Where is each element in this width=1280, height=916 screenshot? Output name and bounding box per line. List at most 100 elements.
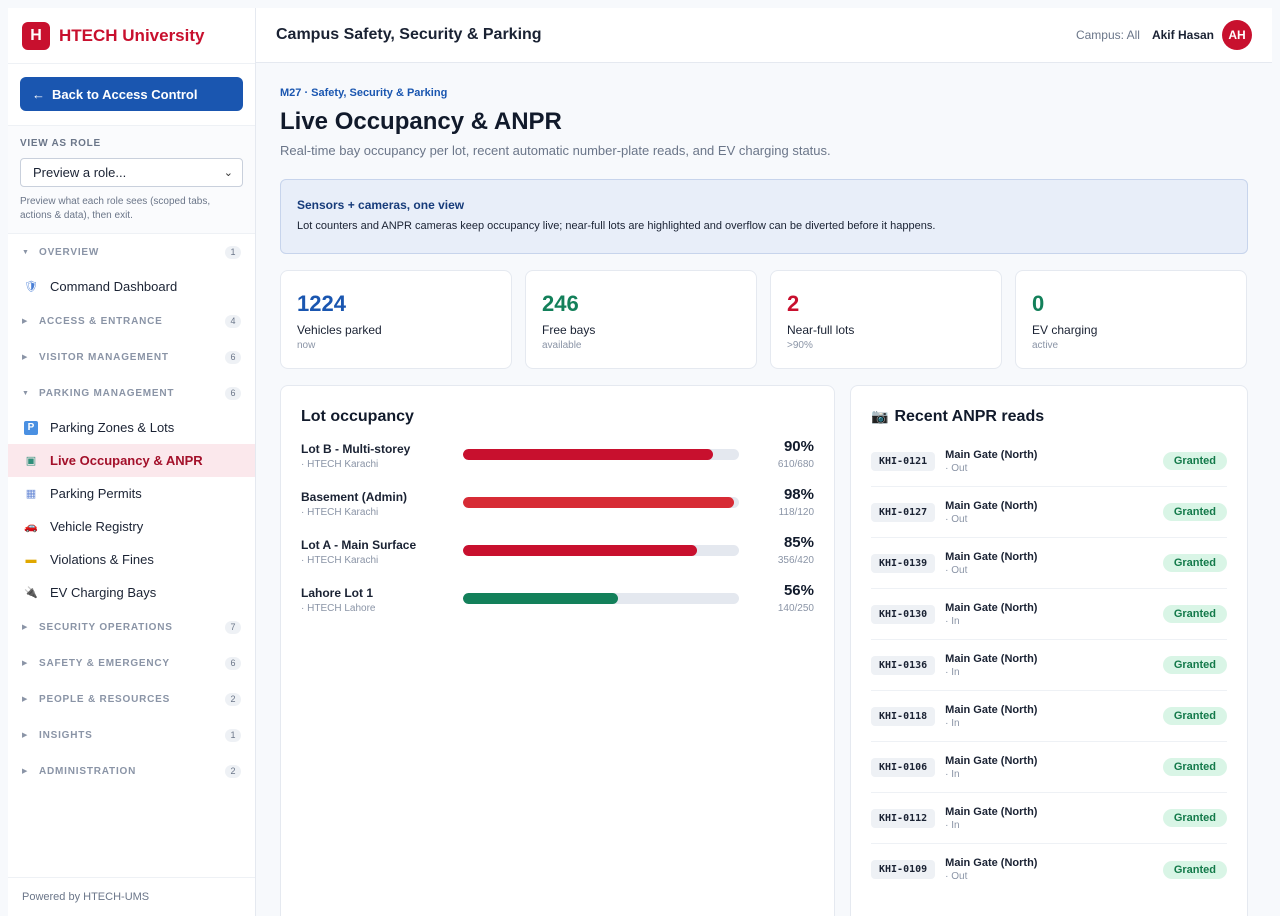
shield-icon: 🛡 <box>24 281 38 293</box>
campus-filter[interactable]: Campus: All <box>1075 28 1140 42</box>
breadcrumb: M27 · Safety, Security & Parking <box>280 87 448 99</box>
sidebar-footer: Powered by HTECH-UMS <box>8 877 255 916</box>
back-to-access-control-button[interactable]: ← Back to Access Control <box>20 77 243 111</box>
nav-section-people-resources[interactable]: ▶ PEOPLE & RESOURCES 2 <box>8 681 255 717</box>
stat-label: Near-full lots <box>787 323 855 337</box>
occupancy-bar <box>463 449 739 460</box>
stat-sub: >90% <box>787 340 813 351</box>
camera-icon: 📷 <box>871 408 889 424</box>
anpr-read-row[interactable]: KHI-0136 Main Gate (North) · In Granted <box>871 640 1227 691</box>
stat-sub: now <box>297 340 316 351</box>
anpr-panel: 📷 Recent ANPR reads KHI-0121 Main Gate (No… <box>850 385 1248 916</box>
lot-location: · HTECH Lahore <box>301 603 376 614</box>
anpr-direction: · In <box>945 768 960 780</box>
sidebar-item-command-dashboard[interactable]: 🛡 Command Dashboard <box>8 270 255 303</box>
sidebar-item-vehicle-registry[interactable]: 🚗 Vehicle Registry <box>8 510 255 543</box>
anpr-location: Main Gate (North) <box>945 805 1038 818</box>
plate-number: KHI-0118 <box>871 706 936 726</box>
anpr-direction: · In <box>945 666 960 678</box>
plate-number: KHI-0121 <box>871 451 936 471</box>
sidebar-nav: ▼ OVERVIEW 1 🛡 Command Dashboard ▶ ACCESS & EN… <box>8 234 255 789</box>
anpr-read-row[interactable]: KHI-0130 Main Gate (North) · In Granted <box>871 589 1227 640</box>
nav-section-security-operations[interactable]: ▶ SECURITY OPERATIONS 7 <box>8 609 255 645</box>
role-select[interactable]: Preview a role... ⌄ <box>20 158 243 187</box>
page-title: Live Occupancy & ANPR <box>280 108 562 135</box>
sidebar-item-violations-fines[interactable]: ▬ Violations & Fines <box>8 543 255 576</box>
avatar[interactable]: AH <box>1222 20 1252 50</box>
lot-count: 610/680 <box>777 459 814 470</box>
lot-percent: 90% <box>783 438 814 455</box>
lot-occupancy-panel: Lot occupancy Lot B - Multi-storey · HTEC… <box>280 385 835 916</box>
user-name[interactable]: Akif Hasan <box>1151 28 1214 42</box>
brand[interactable]: H HTECH University <box>8 8 255 64</box>
stat-label: Vehicles parked <box>297 323 382 337</box>
stat-sub: active <box>1032 340 1059 351</box>
sidebar-item-ev-charging-bays[interactable]: 🔌 EV Charging Bays <box>8 576 255 609</box>
nav-section-label: SAFETY & EMERGENCY <box>39 657 170 669</box>
sidebar-item-parking-permits[interactable]: ▦ Parking Permits <box>8 477 255 510</box>
nav-section-count: 4 <box>225 314 241 328</box>
caret-right-icon: ▶ <box>22 318 28 325</box>
status-badge: Granted <box>1162 707 1227 725</box>
nav-section-safety-emergency[interactable]: ▶ SAFETY & EMERGENCY 6 <box>8 645 255 681</box>
brand-logo-icon: H <box>22 21 50 50</box>
lot-row[interactable]: Lot A - Main Surface · HTECH Karachi 85% 35… <box>301 534 814 586</box>
status-badge: Granted <box>1162 554 1227 572</box>
banner-text: Lot counters and ANPR cameras keep occup… <box>297 220 936 232</box>
nav-section-access-entrance[interactable]: ▶ ACCESS & ENTRANCE 4 <box>8 303 255 339</box>
lot-occupancy-title: Lot occupancy <box>301 408 414 425</box>
nav-section-count: 1 <box>225 728 241 742</box>
occupancy-bar <box>463 497 739 508</box>
top-header: Campus Safety, Security & Parking Campus… <box>256 8 1272 63</box>
stat-card: 0 EV charging active <box>1015 270 1247 369</box>
parking-icon: P <box>24 420 38 435</box>
anpr-read-info: Main Gate (North) · In <box>945 602 1163 627</box>
nav-section-label: VISITOR MANAGEMENT <box>39 351 169 363</box>
status-badge: Granted <box>1162 758 1227 776</box>
anpr-read-row[interactable]: KHI-0106 Main Gate (North) · In Granted <box>871 742 1227 793</box>
nav-section-count: 1 <box>225 245 241 259</box>
live-map-icon: ▣ <box>25 455 37 467</box>
lot-percent: 56% <box>783 582 814 599</box>
nav-section-visitor-management[interactable]: ▶ VISITOR MANAGEMENT 6 <box>8 339 255 375</box>
anpr-read-info: Main Gate (North) · Out <box>945 500 1163 525</box>
plate-number: KHI-0130 <box>871 604 936 624</box>
sidebar-item-label: Live Occupancy & ANPR <box>50 453 203 468</box>
anpr-read-row[interactable]: KHI-0112 Main Gate (North) · In Granted <box>871 793 1227 844</box>
anpr-read-row[interactable]: KHI-0139 Main Gate (North) · Out Granted <box>871 538 1227 589</box>
anpr-list: KHI-0121 Main Gate (North) · Out Granted KHI… <box>871 436 1227 895</box>
stat-value: 246 <box>542 291 579 316</box>
nav-section-label: PEOPLE & RESOURCES <box>39 693 171 705</box>
sidebar-item-parking-zones-lots[interactable]: P Parking Zones & Lots <box>8 411 255 444</box>
anpr-read-row[interactable]: KHI-0121 Main Gate (North) · Out Granted <box>871 436 1227 487</box>
lot-row[interactable]: Lot B - Multi-storey · HTECH Karachi 90% 61… <box>301 438 814 490</box>
nav-section-administration[interactable]: ▶ ADMINISTRATION 2 <box>8 753 255 789</box>
status-badge: Granted <box>1162 860 1227 879</box>
lot-row[interactable]: Lahore Lot 1 · HTECH Lahore 56% 140/250 <box>301 582 814 634</box>
lot-percent: 85% <box>783 534 814 551</box>
nav-section-overview[interactable]: ▼ OVERVIEW 1 <box>8 234 255 270</box>
anpr-read-row[interactable]: KHI-0109 Main Gate (North) · Out Granted <box>871 844 1227 895</box>
plate-number: KHI-0112 <box>871 808 936 828</box>
anpr-read-row[interactable]: KHI-0127 Main Gate (North) · Out Granted <box>871 487 1227 538</box>
back-button-label: Back to Access Control <box>52 86 198 102</box>
sidebar-item-live-occupancy-anpr[interactable]: ▣ Live Occupancy & ANPR <box>8 444 255 477</box>
status-badge: Granted <box>1162 605 1227 623</box>
nav-section-count: 7 <box>225 620 241 634</box>
sidebar: H HTECH University ← Back to Access Cont… <box>8 8 256 916</box>
anpr-direction: · Out <box>945 462 968 474</box>
nav-section-insights[interactable]: ▶ INSIGHTS 1 <box>8 717 255 753</box>
nav-section-parking-management[interactable]: ▼ PARKING MANAGEMENT 6 <box>8 375 255 411</box>
plate-number: KHI-0106 <box>871 757 936 777</box>
caret-right-icon: ▶ <box>22 732 28 739</box>
nav-section-count: 6 <box>225 656 241 670</box>
lot-count: 356/420 <box>777 555 814 566</box>
role-select-value: Preview a role... <box>33 165 127 180</box>
occupancy-bar <box>463 593 739 604</box>
stat-value: 0 <box>1032 291 1045 316</box>
lot-row[interactable]: Basement (Admin) · HTECH Karachi 98% 118/12… <box>301 486 814 538</box>
anpr-read-row[interactable]: KHI-0118 Main Gate (North) · In Granted <box>871 691 1227 742</box>
chevron-down-icon: ⌄ <box>223 167 233 179</box>
anpr-title-row: 📷 Recent ANPR reads <box>871 408 1227 426</box>
sidebar-item-label: Parking Zones & Lots <box>50 420 175 435</box>
